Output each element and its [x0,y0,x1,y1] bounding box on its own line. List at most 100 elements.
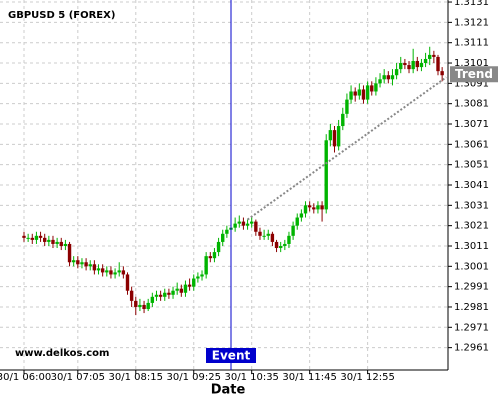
candle-body [250,221,254,224]
candle-body [278,245,283,249]
candle-body [175,288,179,291]
candle-body [183,284,188,293]
candle-body [142,304,146,310]
candle-body [423,58,428,64]
candle-body [254,221,258,232]
y-tick-label: 1.3111 [454,38,489,49]
candle-body [365,85,370,100]
candle-body [216,241,221,253]
candle-body [171,290,175,295]
candle-body [403,63,407,66]
y-tick-label: 1.3051 [454,160,489,171]
y-tick-label: 1.3131 [454,0,489,8]
candle-body [212,252,217,259]
candle-body [51,239,55,244]
candle-body [204,256,208,275]
candle-body [357,89,362,96]
candle-body [84,262,88,267]
candle-body [150,296,155,303]
candle-body [419,63,424,68]
candle-body [76,260,80,265]
candle-body [432,54,436,57]
candle-body [200,274,204,277]
candle-body [287,235,291,244]
y-tick-label: 1.3021 [454,221,489,232]
y-tick-label: 1.3091 [454,78,489,89]
candle-body [30,237,34,240]
x-tick-label: 30/1 08:15 [109,372,163,383]
candle-body [67,243,72,263]
candle-body [299,213,304,218]
candle-body [349,91,353,100]
candle-body [43,237,47,242]
candle-body [121,270,126,275]
candle-body [233,223,237,228]
candle-body [92,264,97,271]
candle-body [47,239,51,242]
candle-body [411,60,415,70]
y-tick-label: 1.2961 [454,343,489,354]
candle-body [266,233,270,236]
candle-body [163,292,167,297]
y-tick-label: 1.3081 [454,99,489,110]
y-tick-label: 1.3001 [454,261,489,272]
candle-body [158,294,163,297]
candle-body [192,278,196,287]
candle-body [100,268,105,273]
candle-body [303,205,308,214]
candle-body [245,223,250,226]
x-tick-label: 30/1 11:45 [282,372,336,383]
candle-body [34,235,39,240]
candle-body [71,260,76,263]
candle-body [274,241,279,249]
y-tick-label: 1.2991 [454,282,489,293]
candle-body [241,221,246,226]
candle-body [258,231,262,236]
watermark: www.delkos.com [15,348,109,359]
candle-body [225,229,229,234]
candle-body [96,268,101,271]
candle-body [221,233,225,242]
candle-body [59,241,63,246]
candle-body [167,292,171,295]
candle-body [63,243,68,246]
candle-body [324,140,328,210]
y-tick-label: 1.3121 [454,17,489,28]
y-tick-label: 1.3011 [454,241,489,252]
candle-body [345,99,349,114]
x-tick-label: 30/1 07:05 [51,372,105,383]
candle-body [138,304,142,307]
candle-body [55,241,59,244]
x-axis-label: Date [211,383,246,398]
trend-label: Trend [455,67,493,81]
event-label: Event [212,349,251,363]
candle-body [428,54,432,59]
candle-body [109,270,113,275]
candle-body [117,270,121,273]
candle-body [262,235,266,237]
candle-body [312,207,316,210]
x-tick-label: 30/1 09:25 [167,372,221,383]
y-tick-label: 1.3101 [454,58,489,69]
candle-body [307,205,312,208]
candle-body [399,63,403,70]
trend-label-box [450,66,498,83]
candle-body [129,290,134,301]
candle-body [134,300,138,307]
candle-body [125,274,130,291]
candle-body [415,60,419,68]
candle-body [353,91,357,96]
y-tick-label: 1.2971 [454,322,489,333]
candle-body [320,205,324,210]
y-tick-label: 1.3061 [454,139,489,150]
candle-body [196,276,200,279]
candle-body [146,302,150,310]
candle-body [88,264,92,267]
y-tick-label: 1.3071 [454,119,489,130]
candle-body [440,71,444,76]
candle-body [332,130,337,147]
x-tick-label: 30/1 10:35 [224,372,278,383]
trend-line [246,76,447,221]
candle-body [291,225,295,236]
